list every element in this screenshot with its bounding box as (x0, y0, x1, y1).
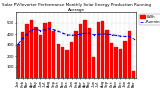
Bar (52, 31, 56, 78)
Bar (25, 24, 29, 78)
Bar (16, 44, 20, 78)
Title: Solar PV/Inverter Performance Monthly Solar Energy Production Running Average: Solar PV/Inverter Performance Monthly So… (1, 3, 151, 12)
Bar (92, 57, 96, 78)
Bar (48, 22, 51, 78)
Bar (132, 71, 136, 78)
Bar (88, 28, 91, 78)
Bar (70, 42, 73, 78)
Bar (119, 49, 122, 78)
Bar (96, 22, 100, 78)
Bar (74, 31, 78, 78)
Bar (21, 32, 24, 78)
Legend: kWh, Running Average: kWh, Running Average (139, 14, 160, 25)
Bar (39, 35, 42, 78)
Bar (114, 47, 118, 78)
Bar (56, 44, 60, 78)
Bar (128, 31, 131, 78)
Bar (79, 24, 82, 78)
Bar (30, 20, 33, 78)
Bar (101, 21, 104, 78)
Bar (61, 47, 64, 78)
Bar (34, 27, 38, 78)
Bar (83, 20, 87, 78)
Bar (43, 23, 47, 78)
Bar (65, 50, 69, 78)
Bar (105, 30, 109, 78)
Bar (123, 41, 127, 78)
Bar (110, 43, 113, 78)
